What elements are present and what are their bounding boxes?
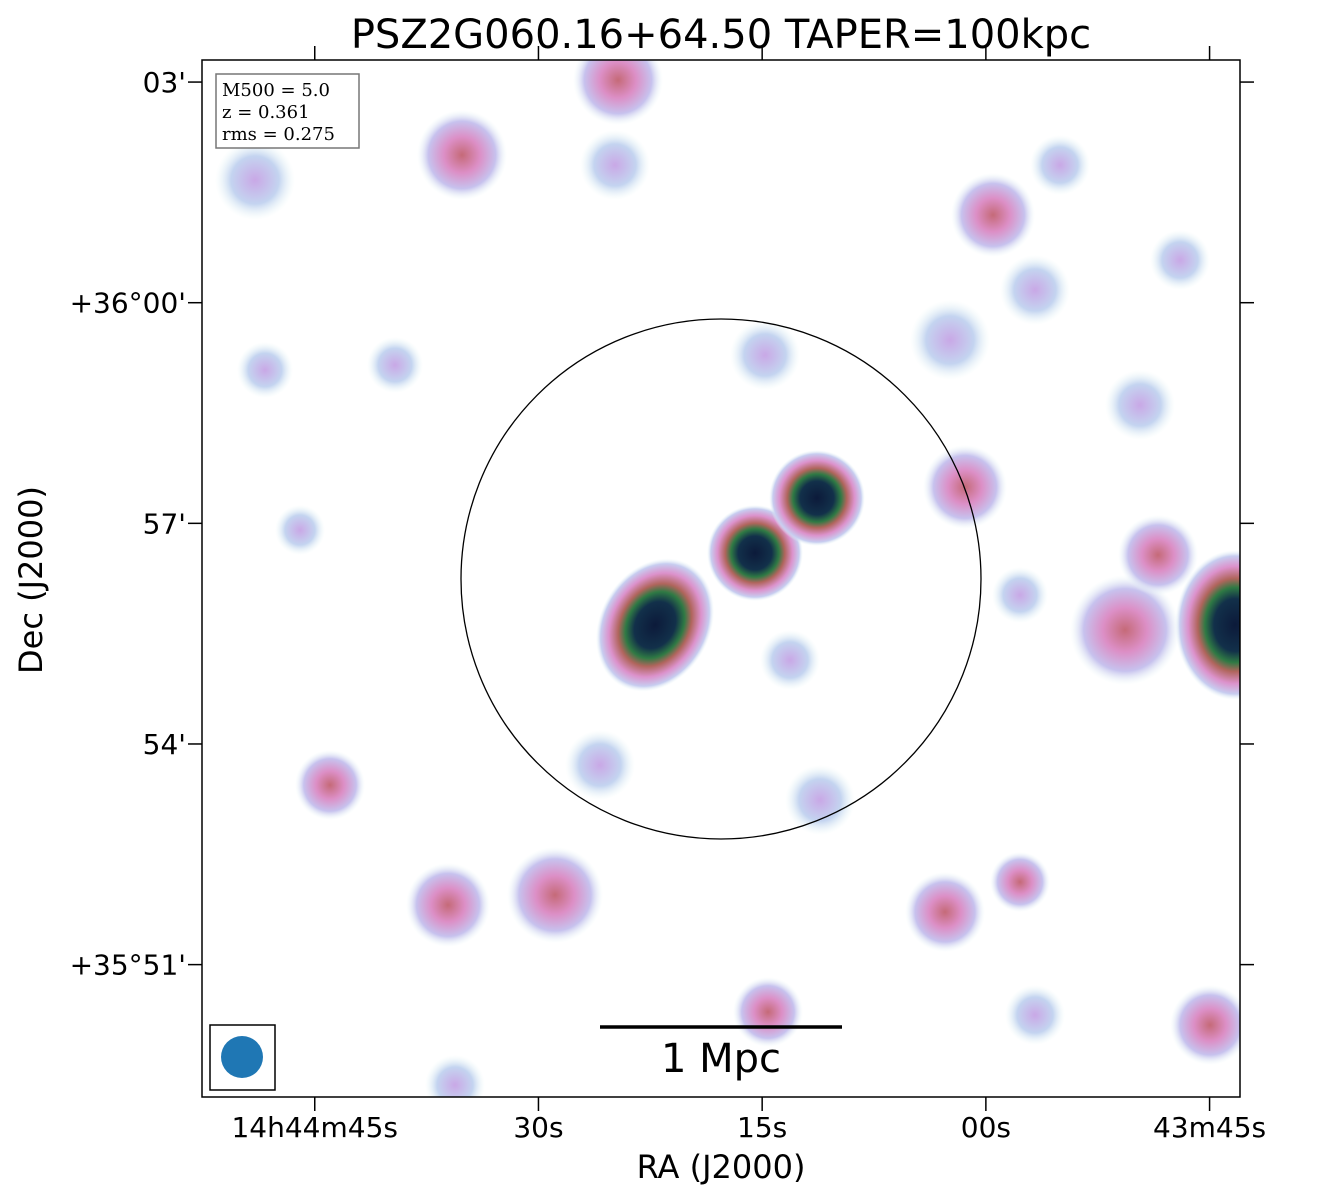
x-tick-label: 30s <box>513 1111 563 1144</box>
y-tick-label: 54' <box>143 728 186 761</box>
x-tick-label: 00s <box>961 1111 1011 1144</box>
info-line: z = 0.361 <box>222 102 310 123</box>
y-tick-label: 03' <box>143 66 186 99</box>
beam <box>221 1036 263 1078</box>
scale-bar-label: 1 Mpc <box>661 1036 781 1082</box>
y-axis-label: Dec (J2000) <box>12 486 50 674</box>
x-axis-label: RA (J2000) <box>637 1148 806 1186</box>
plot-frame <box>201 59 1241 1098</box>
x-tick-label: 15s <box>737 1111 787 1144</box>
y-tick-label: +35°51' <box>70 949 186 982</box>
x-tick-label: 14h44m45s <box>231 1111 398 1144</box>
x-tick-label: 43m45s <box>1153 1111 1266 1144</box>
r500-circle <box>460 318 982 840</box>
chart-title: PSZ2G060.16+64.50 TAPER=100kpc <box>351 12 1091 58</box>
info-box <box>215 73 360 149</box>
radio-map <box>215 60 1240 1097</box>
info-line: M500 = 5.0 <box>222 80 330 101</box>
y-tick-label: +36°00' <box>70 287 186 320</box>
info-line: rms = 0.275 <box>222 124 335 145</box>
y-tick-label: 57' <box>143 507 186 540</box>
